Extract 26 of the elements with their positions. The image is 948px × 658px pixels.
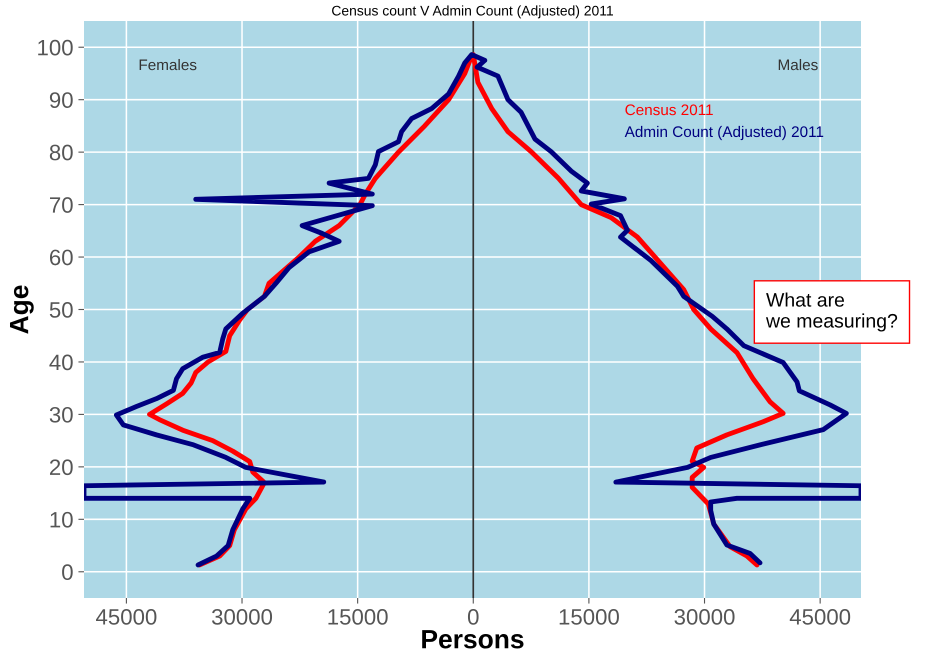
- annotation: What are we measuring?: [766, 292, 898, 332]
- y-tick-label: 10: [50, 512, 73, 528]
- x-tick-label: 30000: [674, 609, 735, 625]
- y-tick-label: 50: [50, 302, 73, 318]
- y-tick-label: 100: [38, 40, 73, 56]
- y-tick-label: 30: [50, 406, 73, 423]
- x-tick-label: 30000: [212, 609, 272, 625]
- y-tick-label: 60: [50, 250, 73, 266]
- annotation: Males: [778, 58, 818, 70]
- x-tick-label: 15000: [560, 609, 619, 625]
- y-tick-label: 80: [50, 144, 73, 160]
- y-axis-title: Age: [10, 285, 34, 334]
- x-tick-label: 45000: [96, 609, 156, 625]
- x-axis-title: Persons: [422, 630, 524, 649]
- text: Admin Count (Adjusted) 2011: [624, 126, 824, 140]
- y-tick-label: 70: [50, 197, 73, 213]
- y-tick-label: 40: [49, 354, 73, 370]
- annotation: Females: [140, 58, 196, 70]
- x-tick-label: 0: [468, 609, 479, 625]
- y-tick-label: 90: [50, 92, 73, 108]
- y-tick-label: 0: [62, 564, 73, 580]
- y-tick-label: 20: [50, 459, 73, 476]
- chart-title: Census count V Admin Count (Adjusted) 2011: [332, 5, 613, 18]
- text: Census 2011: [625, 104, 713, 116]
- x-tick-label: 45000: [790, 609, 850, 625]
- x-tick-label: 15000: [328, 609, 388, 625]
